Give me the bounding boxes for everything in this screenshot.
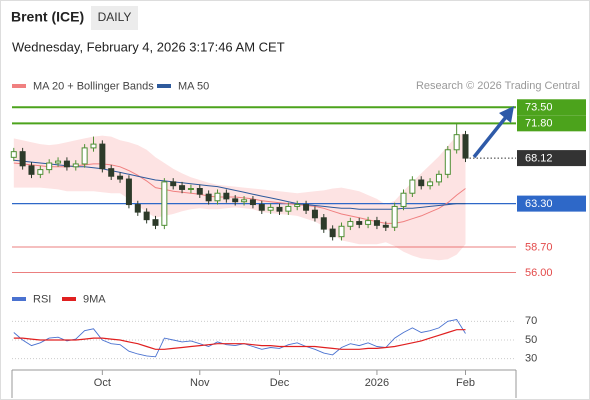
timeframe-box [91, 6, 138, 30]
candle-body [427, 181, 434, 187]
x-tick-label: Nov [190, 377, 210, 389]
candle-body [444, 149, 451, 175]
y-tick-label: 50 [525, 334, 537, 346]
legend-label: MA 20 + Bollinger Bands [33, 80, 154, 92]
candle-body [338, 225, 345, 238]
candle-body [108, 168, 115, 177]
x-tick-label: 2026 [365, 377, 389, 389]
bollinger-band [13, 132, 466, 261]
candle-body [63, 160, 70, 168]
level-label-box [517, 195, 586, 212]
legend-swatch [12, 84, 26, 88]
candle-body [382, 224, 389, 228]
candle-body [90, 143, 97, 149]
candle-body [28, 165, 35, 175]
level-label: 68.12 [525, 152, 553, 164]
candle-body [373, 220, 380, 226]
legend-swatch [62, 297, 76, 301]
level-label: 63.30 [525, 198, 553, 210]
legend-label: RSI [33, 293, 51, 305]
candle-body [365, 220, 372, 225]
x-tick-label: Feb [456, 377, 475, 389]
candle-body [249, 199, 256, 206]
candle-body [10, 151, 17, 158]
candle-body [303, 204, 310, 211]
candle-body [134, 204, 141, 213]
candle-body [329, 228, 336, 238]
candle-body [232, 198, 239, 203]
candle-body [285, 205, 292, 212]
candle-body [258, 204, 265, 211]
candle-body [46, 162, 53, 171]
candle-body [125, 178, 132, 206]
candle-body [320, 217, 327, 230]
candle-body [435, 173, 442, 183]
legend-label: 9MA [83, 293, 106, 305]
level-label: 73.50 [525, 102, 553, 114]
candle-body [72, 163, 79, 168]
candle-body [81, 147, 88, 165]
candle-body [241, 199, 248, 203]
indicator-line [13, 329, 466, 350]
candle-body [409, 179, 416, 194]
candle-body [418, 179, 425, 187]
candle-body [214, 192, 221, 202]
legend-swatch [157, 84, 171, 88]
candle-body [187, 188, 194, 190]
candle-body [99, 143, 106, 170]
candle-body [196, 188, 203, 195]
legend-swatch [12, 297, 26, 301]
level-label: 71.80 [525, 118, 553, 130]
candle-body [37, 169, 44, 175]
level-label: 58.70 [525, 241, 553, 253]
forecast-arrow [472, 115, 508, 159]
source: Research © 2026 Trading Central [416, 80, 580, 92]
candle-body [276, 206, 283, 212]
indicator-line [13, 318, 466, 358]
candle-body [356, 221, 363, 225]
level-label-box [517, 99, 586, 116]
level-label: 56.00 [525, 267, 553, 279]
moving-average [13, 162, 466, 224]
date: Wednesday, February 4, 2026 3:17:46 AM C… [12, 39, 285, 54]
candle-body [391, 205, 398, 228]
candle-body [223, 192, 230, 200]
forecast-arrowhead [499, 106, 514, 123]
candle-body [294, 204, 301, 207]
candle-body [170, 181, 177, 187]
level-label-box [517, 150, 586, 167]
candle-body [143, 211, 150, 221]
y-tick-label: 30 [525, 353, 537, 365]
candle-body [400, 192, 407, 207]
candle-body [117, 175, 124, 180]
instrument-title: Brent (ICE) [11, 9, 84, 25]
y-tick-label: 70 [525, 315, 537, 327]
candle-body [19, 151, 26, 167]
legend-label: MA 50 [178, 80, 209, 92]
level-label-box [517, 115, 586, 132]
candle-body [311, 209, 318, 219]
candle-body [347, 221, 354, 227]
candle-body [205, 193, 212, 202]
candle-body [161, 181, 168, 226]
moving-average [13, 159, 466, 210]
candle-body [152, 219, 159, 226]
candle-body [179, 185, 186, 190]
x-tick-label: Dec [270, 377, 290, 389]
candle-body [462, 134, 469, 159]
candle-body [267, 206, 274, 211]
timeframe: DAILY [98, 10, 132, 24]
candle-body [55, 160, 62, 164]
candle-body [453, 134, 460, 151]
x-tick-label: Oct [94, 377, 111, 389]
